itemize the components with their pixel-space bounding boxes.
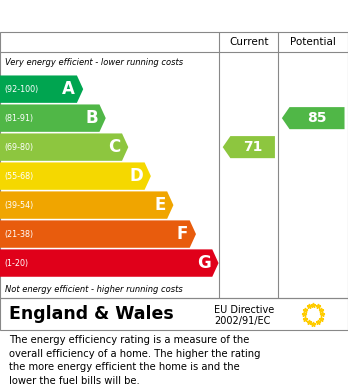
Text: Potential: Potential	[290, 37, 336, 47]
Polygon shape	[0, 221, 196, 248]
Text: (1-20): (1-20)	[4, 258, 28, 267]
Text: EU Directive: EU Directive	[214, 305, 274, 314]
Text: (21-38): (21-38)	[4, 230, 33, 239]
Text: (39-54): (39-54)	[4, 201, 33, 210]
Text: G: G	[197, 254, 211, 272]
Text: (81-91): (81-91)	[4, 114, 33, 123]
Text: E: E	[154, 196, 165, 214]
Polygon shape	[0, 162, 151, 190]
Text: A: A	[62, 80, 75, 98]
Text: England & Wales: England & Wales	[9, 305, 173, 323]
Text: The energy efficiency rating is a measure of the
overall efficiency of a home. T: The energy efficiency rating is a measur…	[9, 335, 260, 386]
Text: (69-80): (69-80)	[4, 143, 33, 152]
Polygon shape	[0, 104, 106, 132]
Text: F: F	[176, 225, 188, 243]
Text: Energy Efficiency Rating: Energy Efficiency Rating	[9, 9, 219, 23]
Text: Not energy efficient - higher running costs: Not energy efficient - higher running co…	[5, 285, 183, 294]
Text: C: C	[108, 138, 120, 156]
Polygon shape	[282, 107, 345, 129]
Text: D: D	[129, 167, 143, 185]
Polygon shape	[0, 192, 173, 219]
Text: 71: 71	[243, 140, 262, 154]
Text: (55-68): (55-68)	[4, 172, 33, 181]
Polygon shape	[0, 133, 128, 161]
Text: 2002/91/EC: 2002/91/EC	[214, 316, 270, 326]
Text: Current: Current	[229, 37, 269, 47]
Polygon shape	[0, 75, 83, 103]
Text: Very energy efficient - lower running costs: Very energy efficient - lower running co…	[5, 58, 183, 67]
Text: (92-100): (92-100)	[4, 85, 38, 94]
Text: 85: 85	[307, 111, 327, 125]
Polygon shape	[223, 136, 275, 158]
Text: B: B	[85, 109, 98, 127]
Polygon shape	[0, 249, 219, 277]
